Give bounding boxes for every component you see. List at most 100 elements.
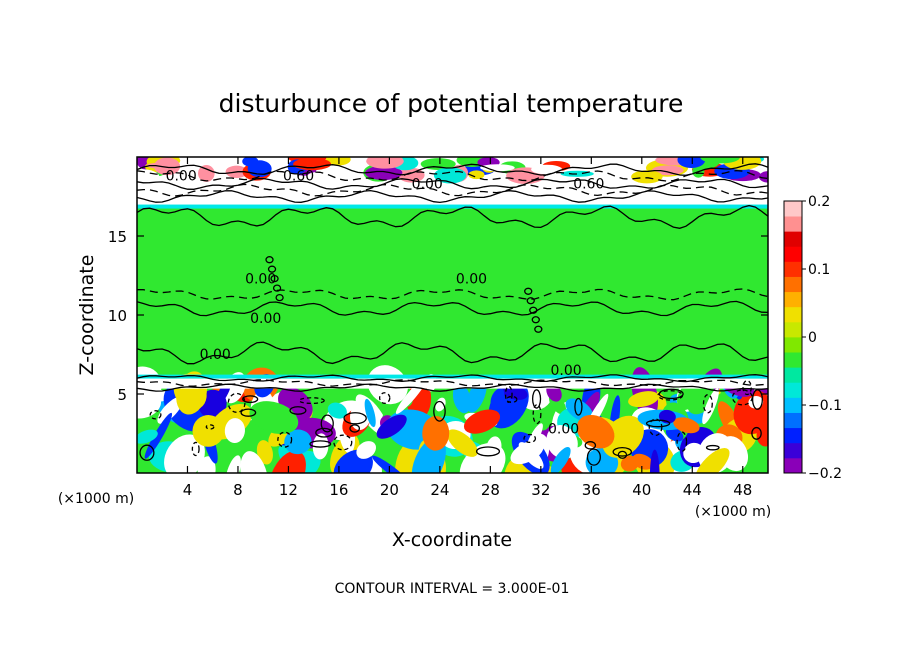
zero-contour-ring	[524, 287, 533, 295]
turbulence-patch	[192, 415, 225, 447]
colorbar-tick-label: −0.2	[808, 466, 842, 482]
turbulence-patch	[695, 447, 730, 473]
closed-contour	[191, 441, 200, 457]
lower-layer-white-band	[137, 378, 768, 389]
turbulence-patch	[628, 391, 659, 408]
contour-label: 0.00	[550, 363, 581, 379]
colorbar-cell	[784, 216, 802, 232]
closed-contour	[676, 431, 688, 452]
closed-contour	[731, 389, 753, 406]
turbulence-patch	[137, 441, 153, 473]
upper-turbulence-patch	[652, 165, 684, 176]
zero-contour-ring	[265, 256, 274, 264]
x-tick-label: 44	[683, 481, 702, 499]
closed-contour	[333, 434, 353, 451]
colorbar-cell	[784, 427, 802, 444]
upper-turbulence-patch	[631, 170, 663, 184]
closed-contour	[277, 431, 293, 448]
upper-turbulence-patch	[182, 157, 216, 167]
x-axis-label: X-coordinate	[392, 529, 512, 551]
closed-contour	[506, 395, 518, 404]
contour-label: 0.00	[200, 347, 231, 363]
upper-turbulence-patch	[700, 157, 740, 164]
colorbar-cell	[784, 261, 802, 277]
x-axis-unit-right: (×1000 m)	[695, 504, 771, 520]
turbulence-patch	[197, 456, 216, 473]
contour-interval-note: CONTOUR INTERVAL = 3.000E-01	[335, 581, 570, 597]
turbulence-patch	[756, 423, 768, 447]
turbulence-patch	[164, 434, 205, 473]
colorbar-cell	[784, 352, 802, 368]
upper-turbulence-patch	[480, 164, 515, 172]
turbulence-patch	[463, 409, 501, 434]
closed-contour	[149, 410, 162, 420]
closed-contour	[240, 408, 257, 417]
upper-turbulence-patch	[468, 170, 485, 180]
closed-contour	[315, 427, 333, 438]
x-tick-label: 32	[531, 481, 550, 499]
closed-contour	[320, 414, 334, 433]
x-tick-label: 36	[582, 481, 601, 499]
contour-label: 0.60	[283, 169, 314, 185]
zero-contour-middle	[137, 300, 768, 317]
upper-contour	[137, 189, 768, 204]
closed-contour	[343, 412, 367, 425]
turbulence-patch	[327, 402, 347, 419]
contour-label: 0.00	[548, 422, 579, 438]
y-axis-label: Z-coordinate	[76, 255, 98, 376]
turbulence-patch	[284, 429, 312, 455]
contour-labels: 0.00 0.60 0.00 0.60 0.00 0.00 0.00 0.00 0.00 0.00	[166, 169, 605, 438]
x-tick-label: 16	[329, 481, 348, 499]
zero-contour-ring	[272, 284, 282, 292]
y-tick-label: 15	[108, 228, 127, 246]
closed-contour	[475, 446, 501, 457]
upper-contour	[137, 163, 768, 176]
zero-contour-ring	[267, 265, 277, 273]
turbulence-patch	[157, 396, 184, 424]
closed-contour	[751, 389, 763, 410]
colorbar-cell	[784, 201, 802, 217]
turbulence-patch	[510, 440, 544, 465]
closed-contour	[584, 441, 597, 450]
zero-contour-ring	[534, 325, 543, 333]
zero-contour-ring	[275, 293, 284, 302]
colorbar-cell	[784, 442, 802, 459]
x-tick-label: 24	[430, 481, 449, 499]
closed-contour	[751, 426, 762, 440]
contour-lines	[137, 163, 768, 466]
closed-contour	[289, 406, 307, 415]
colorbar-cell	[784, 246, 802, 262]
upper-turbulence-patch	[758, 171, 768, 183]
turbulence-patch	[550, 447, 571, 473]
colorbar-cell	[784, 397, 802, 413]
closed-contour	[139, 444, 155, 461]
turbulence-patch	[137, 429, 158, 444]
contour-label: 0.00	[456, 271, 487, 287]
closed-contour	[242, 395, 259, 404]
colorbar-tick-label: 0	[808, 330, 817, 346]
turbulence-patch	[225, 455, 241, 473]
closed-contour	[378, 392, 391, 404]
turbulence-patch	[520, 382, 552, 411]
upper-turbulence-patch	[677, 157, 706, 168]
x-tick-label: 12	[279, 481, 298, 499]
turbulence-patch	[649, 449, 660, 473]
turbulence-patch	[364, 398, 376, 428]
closed-contour	[742, 379, 752, 396]
colorbar-cell	[784, 337, 802, 353]
closed-contour	[648, 418, 663, 437]
turbulence-patch	[435, 397, 446, 412]
upper-turbulence-patch	[366, 157, 404, 169]
colorbar-cell	[784, 276, 802, 293]
colorbar-cell	[784, 321, 802, 338]
turbulence-patch	[240, 451, 269, 473]
colorbar-cell	[784, 367, 802, 383]
colorbar-cell	[784, 382, 802, 398]
colorbar-ticks: 0.2 0.1 0 −0.1 −0.2	[802, 194, 842, 482]
colorbar-tick-label: 0.2	[808, 194, 830, 210]
dashed-contour-middle	[137, 288, 768, 301]
turbulence-patch	[702, 388, 719, 425]
contour-label: 0.60	[573, 177, 604, 193]
turbulence-patch	[452, 383, 471, 414]
y-tick-label: 10	[108, 307, 127, 325]
